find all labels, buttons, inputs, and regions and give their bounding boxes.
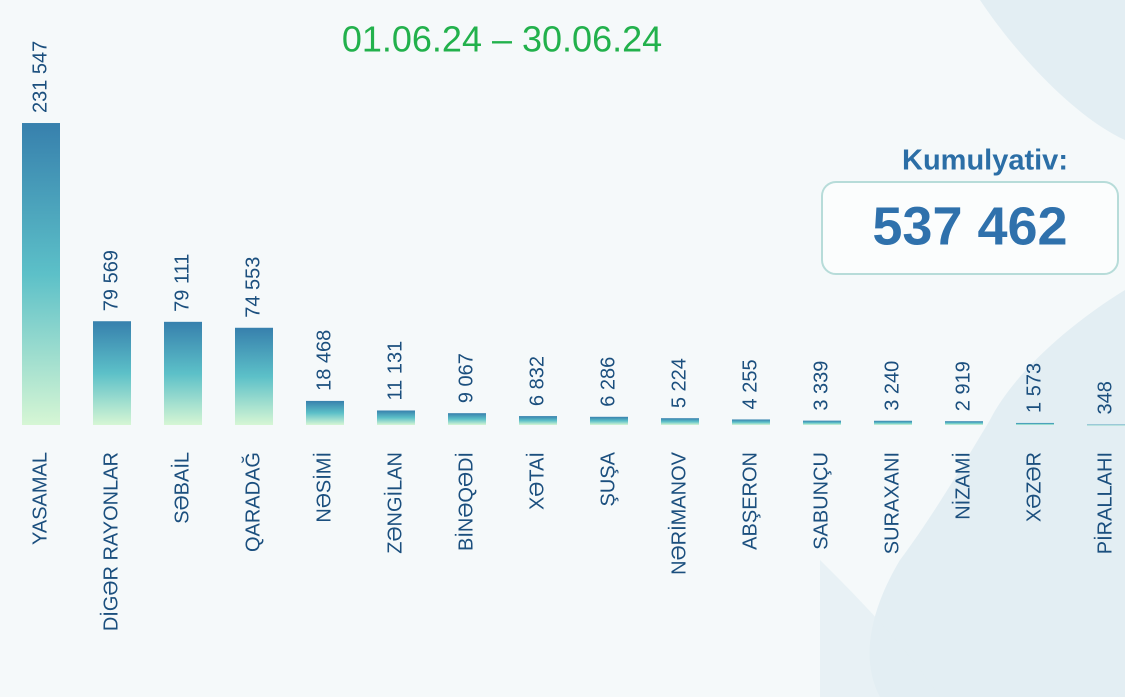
- x-tick-label: SABUNÇU: [810, 452, 832, 550]
- x-tick-label: YASAMAL: [29, 452, 51, 545]
- value-label: 74 553: [242, 257, 264, 318]
- value-label: 3 240: [881, 361, 903, 411]
- value-label: 231 547: [29, 41, 51, 113]
- bar: [803, 420, 841, 425]
- value-label: 6 832: [526, 356, 548, 406]
- total-label: Kumulyativ:: [902, 145, 1068, 177]
- value-label: 3 339: [810, 361, 832, 411]
- bar: [519, 416, 557, 425]
- bar: [235, 327, 273, 425]
- bar: [1087, 424, 1125, 426]
- x-tick-label: SURAXANI: [881, 452, 903, 554]
- x-tick-label: BİNƏQƏDİ: [454, 452, 477, 551]
- map-shape: [869, 0, 1125, 697]
- bar: [874, 420, 912, 425]
- map-shape: [820, 560, 940, 697]
- bar: [448, 413, 486, 425]
- x-tick-label: XƏTAİ: [525, 452, 548, 510]
- bar: [306, 400, 344, 425]
- bar: [590, 416, 628, 425]
- bar: [164, 321, 202, 425]
- value-label: 79 111: [171, 254, 193, 312]
- x-tick-label: NƏRİMANOV: [667, 451, 690, 574]
- bar: [732, 419, 770, 425]
- x-tick-label: PİRALLAHI: [1093, 452, 1116, 554]
- x-tick-label: SƏBAİL: [170, 452, 193, 524]
- value-label: 9 067: [455, 353, 477, 403]
- value-label: 5 224: [668, 358, 690, 408]
- bar: [1016, 422, 1054, 425]
- value-label: 79 569: [100, 250, 122, 311]
- value-label: 348: [1094, 381, 1116, 414]
- bar: [945, 421, 983, 425]
- total-value: 537 462: [872, 196, 1067, 256]
- bar: [22, 123, 60, 426]
- value-label: 18 468: [313, 330, 335, 391]
- chart-title: 01.06.24 – 30.06.24: [342, 19, 662, 60]
- value-label: 11 131: [384, 341, 406, 401]
- x-tick-label: QARADAĞ: [241, 452, 264, 552]
- bar: [377, 410, 415, 425]
- bar: [661, 418, 699, 425]
- bar: [93, 321, 131, 425]
- value-label: 6 286: [597, 357, 619, 407]
- x-tick-label: DİGƏR RAYONLAR: [99, 452, 122, 631]
- x-tick-label: ABŞERON: [739, 452, 761, 550]
- total-box: [821, 181, 1119, 275]
- value-label: 2 919: [952, 361, 974, 411]
- x-tick-label: XƏZƏR: [1023, 452, 1045, 522]
- value-label: 4 255: [739, 359, 761, 409]
- x-tick-label: ŞUŞA: [597, 451, 619, 506]
- value-label: 1 573: [1023, 363, 1045, 413]
- x-tick-label: ZƏNGİLAN: [383, 452, 406, 554]
- x-tick-label: NƏSİMİ: [312, 452, 335, 523]
- x-tick-label: NİZAMİ: [951, 452, 974, 520]
